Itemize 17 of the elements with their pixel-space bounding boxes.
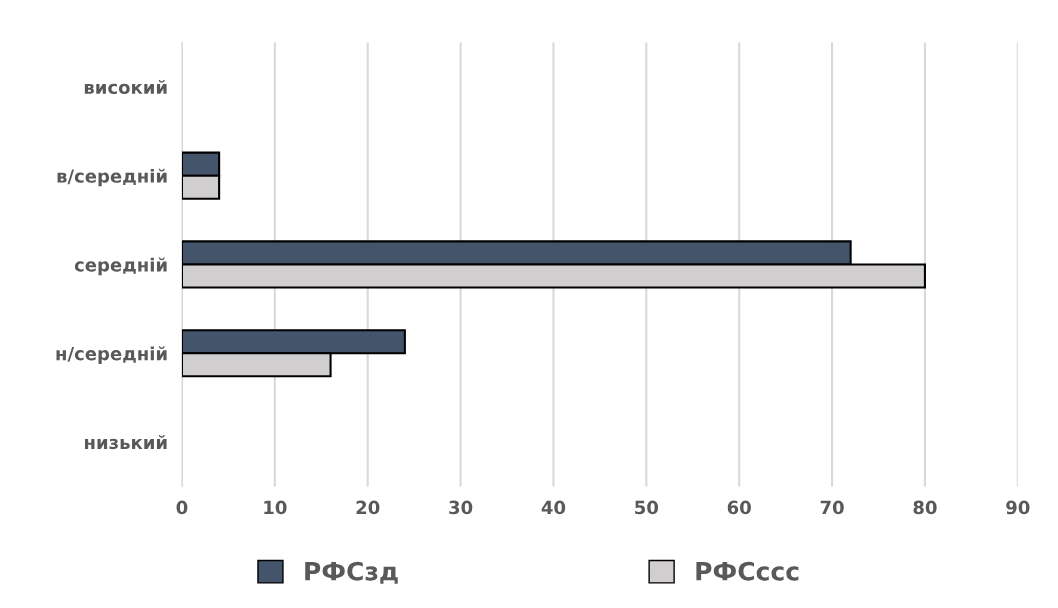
y-tick-label: в/середній xyxy=(57,168,167,187)
x-tick-label: 40 xyxy=(541,500,566,515)
x-tick-label: 20 xyxy=(356,500,380,515)
x-tick-label: 30 xyxy=(449,500,473,515)
x-tick-label: 60 xyxy=(727,500,751,515)
x-tick-label: 10 xyxy=(264,500,287,515)
legend-label: РФСссс xyxy=(696,561,799,581)
y-tick-label: високий xyxy=(84,80,167,95)
x-tick-label: 80 xyxy=(913,500,937,515)
y-tick-label: н/середній xyxy=(56,346,167,364)
y-tick-label: середній xyxy=(74,257,167,276)
x-tick-label: 50 xyxy=(635,500,659,515)
x-tick-label: 0 xyxy=(176,500,188,515)
x-tick-label: 70 xyxy=(820,500,844,515)
legend-label: РФСзд xyxy=(305,561,398,584)
x-tick-label: 90 xyxy=(1006,500,1030,515)
y-tick-label: низький xyxy=(85,435,167,450)
